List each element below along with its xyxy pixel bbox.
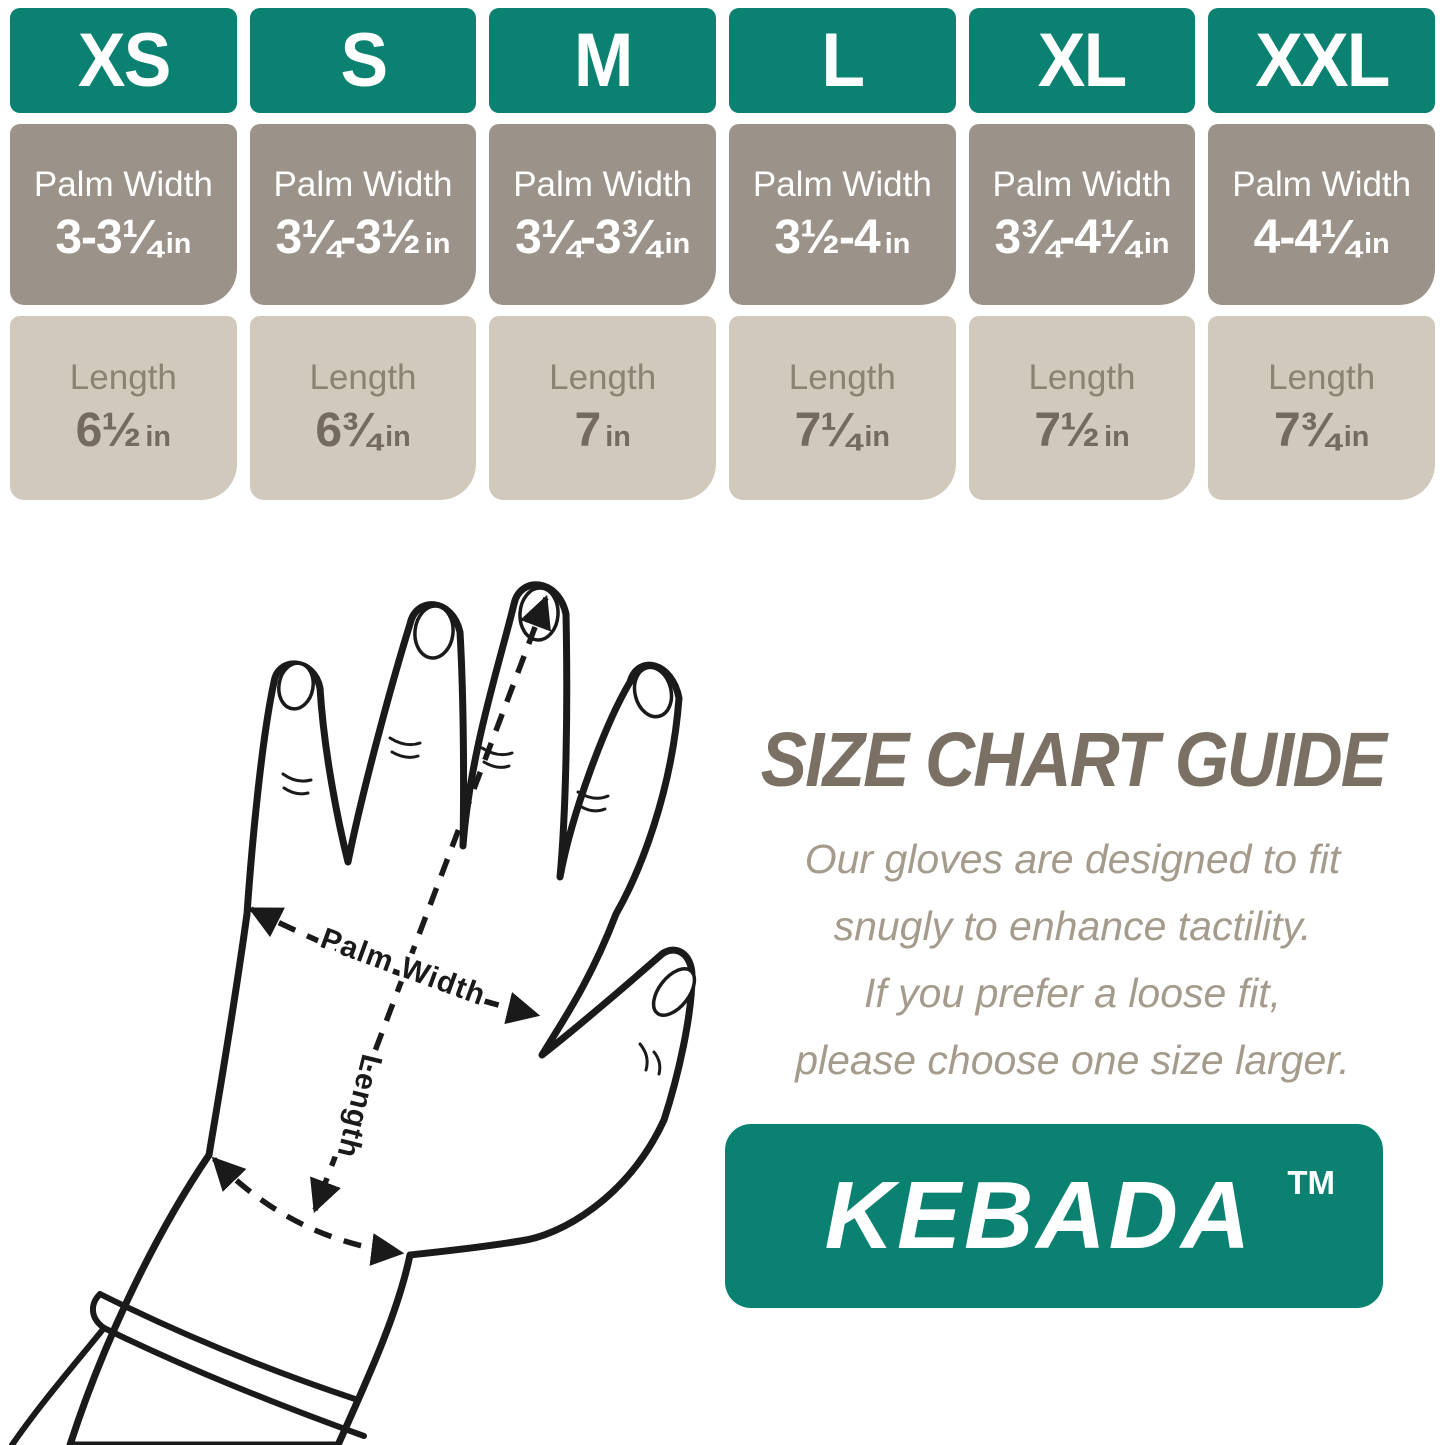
palm-width-label: Palm Width bbox=[273, 164, 453, 204]
size-column: XL Palm Width 3¾-4¼ in Length 7½ in bbox=[968, 8, 1196, 500]
unit-label: in bbox=[165, 227, 192, 260]
palm-width-cell: Palm Width 3¼-3½ in bbox=[249, 124, 477, 305]
unit-label: in bbox=[884, 227, 911, 260]
hand-measurement-diagram: Palm Width Length bbox=[9, 581, 697, 1445]
unit-label: in bbox=[1143, 227, 1170, 260]
length-value: 7 in bbox=[574, 404, 631, 457]
guide-line: If you prefer a loose fit, bbox=[863, 970, 1282, 1016]
page-title: SIZE CHART GUIDE bbox=[760, 717, 1386, 803]
pinky-crease bbox=[281, 772, 313, 796]
hand-outline bbox=[66, 581, 696, 1445]
size-header: XS bbox=[10, 8, 237, 113]
palm-width-cell: Palm Width 4-4¼ in bbox=[1208, 124, 1435, 305]
palm-width-cell: Palm Width 3½-4 in bbox=[729, 124, 956, 305]
palm-width-label: Palm Width bbox=[752, 164, 932, 204]
length-value: 6¾ in bbox=[315, 404, 411, 457]
thumb-crease bbox=[638, 1042, 662, 1076]
size-column: L Palm Width 3½-4 in Length 7¼ in bbox=[729, 8, 956, 500]
thumb-nail bbox=[651, 967, 697, 1017]
length-label: Length bbox=[549, 358, 657, 397]
length-label: Length bbox=[1028, 358, 1136, 397]
unit-label: in bbox=[864, 421, 890, 453]
size-header: L bbox=[729, 8, 956, 113]
guide-line: please choose one size larger. bbox=[795, 1037, 1350, 1083]
index-nail bbox=[632, 665, 674, 719]
palm-width-value: 3¼-3¾ in bbox=[515, 210, 691, 264]
size-column: S Palm Width 3¼-3½ in Length 6¾ in bbox=[249, 8, 477, 500]
length-measure-line bbox=[310, 594, 551, 1214]
length-label: Length bbox=[788, 358, 896, 397]
palm-width-measure-line bbox=[248, 906, 541, 1025]
size-column: XS Palm Width 3-3¼ in Length 6½ in bbox=[10, 8, 237, 500]
size-column: M Palm Width 3¼-3¾ in Length 7 in bbox=[489, 8, 716, 500]
unit-label: in bbox=[424, 227, 451, 260]
unit-label: in bbox=[1104, 421, 1130, 453]
length-label: Length bbox=[1268, 358, 1376, 397]
size-label: M bbox=[573, 18, 634, 103]
size-label: XS bbox=[77, 18, 171, 103]
length-label: Length bbox=[69, 358, 177, 397]
unit-label: in bbox=[385, 421, 411, 453]
palm-width-value: 4-4¼ in bbox=[1253, 210, 1390, 264]
palm-width-cell: Palm Width 3¼-3¾ in bbox=[489, 124, 716, 305]
unit-label: in bbox=[664, 227, 691, 260]
wrist-measure-line bbox=[211, 1156, 405, 1266]
unit-label: in bbox=[1343, 421, 1370, 453]
unit-label: in bbox=[605, 421, 631, 453]
size-header: XXL bbox=[1208, 8, 1435, 113]
length-cell: Length 7¾ in bbox=[1208, 316, 1435, 500]
length-cell: Length 7½ in bbox=[968, 316, 1196, 500]
size-label: L bbox=[821, 18, 865, 103]
palm-width-value: 3¾-4¼ in bbox=[994, 210, 1170, 264]
length-cell: Length 6½ in bbox=[10, 316, 237, 500]
palm-width-value: 3¼-3½ in bbox=[275, 210, 451, 264]
size-label: XL bbox=[1038, 18, 1127, 103]
index-crease bbox=[576, 790, 610, 813]
length-cell: Length 6¾ in bbox=[249, 316, 477, 500]
size-column: XXL Palm Width 4-4¼ in Length 7¾ in bbox=[1208, 8, 1435, 500]
palm-width-value: 3-3¼ in bbox=[55, 210, 192, 264]
length-value: 6½ in bbox=[75, 404, 171, 457]
palm-width-label: Palm Width bbox=[33, 164, 213, 204]
trademark-symbol: TM bbox=[1287, 1164, 1335, 1201]
size-header: XL bbox=[968, 8, 1196, 113]
brand-logo: KEBADA TM bbox=[725, 1124, 1383, 1308]
length-value: 7¼ in bbox=[794, 404, 890, 457]
palm-width-label: Palm Width bbox=[1232, 164, 1412, 204]
palm-width-label: Palm Width bbox=[992, 164, 1172, 204]
unit-label: in bbox=[145, 421, 171, 453]
guide-line: snugly to enhance tactility. bbox=[833, 903, 1312, 949]
palm-width-label: Palm Width bbox=[513, 164, 693, 204]
cuff-line bbox=[97, 1291, 361, 1403]
size-header: S bbox=[249, 8, 477, 113]
guide-paragraph: Our gloves are designed to fit snugly to… bbox=[700, 826, 1445, 1094]
size-label: XXL bbox=[1255, 18, 1390, 103]
length-value: 7½ in bbox=[1034, 404, 1130, 457]
cuff-line-lower bbox=[101, 1325, 367, 1439]
size-header: M bbox=[489, 8, 716, 113]
palm-width-cell: Palm Width 3-3¼ in bbox=[10, 124, 237, 305]
brand-name: KEBADA bbox=[824, 1162, 1254, 1269]
sleeve-line bbox=[9, 1325, 107, 1445]
palm-width-cell: Palm Width 3¾-4¼ in bbox=[968, 124, 1196, 305]
length-cell: Length 7¼ in bbox=[729, 316, 956, 500]
guide-line: Our gloves are designed to fit bbox=[804, 836, 1341, 882]
size-label: S bbox=[340, 18, 388, 103]
length-value: 7¾ in bbox=[1274, 404, 1370, 457]
palm-width-value: 3½-4 in bbox=[774, 210, 911, 264]
length-label: Length bbox=[309, 358, 417, 397]
length-cell: Length 7 in bbox=[489, 316, 716, 500]
size-chart-table: XS Palm Width 3-3¼ in Length 6½ in S Palm … bbox=[10, 8, 1435, 500]
unit-label: in bbox=[1364, 227, 1390, 260]
cuff-edge bbox=[90, 1291, 107, 1331]
